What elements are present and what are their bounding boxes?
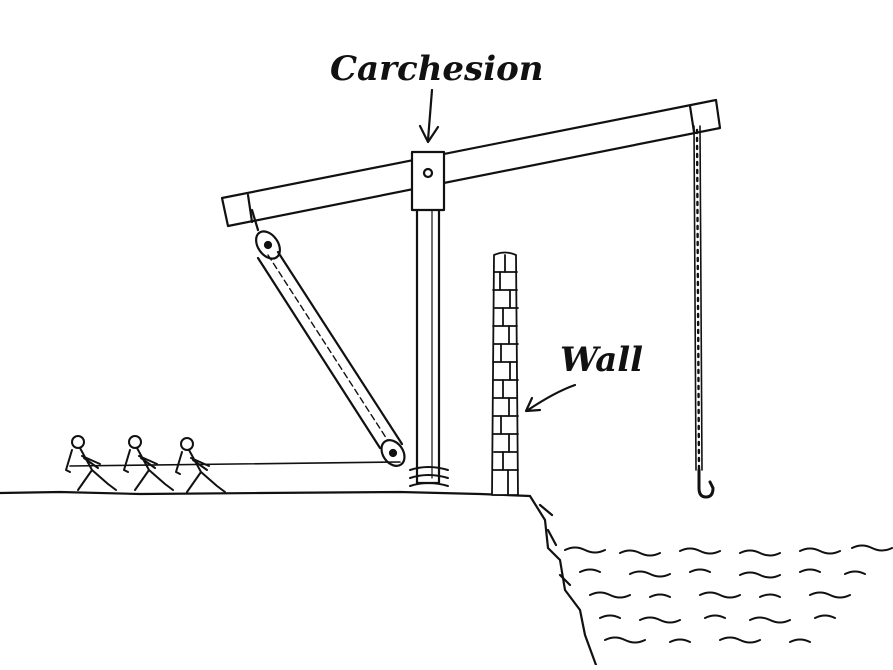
wall-arrow (526, 385, 575, 411)
worker-figure (66, 436, 116, 490)
water (565, 546, 892, 643)
hauling-rope (70, 462, 400, 466)
cliff-edge-detail (540, 505, 570, 585)
worker-figure (176, 438, 225, 492)
pulley-tackle (251, 210, 409, 470)
mast (410, 205, 448, 486)
carchesion-pivot-block (412, 152, 444, 210)
wall-label: Wall (560, 340, 644, 380)
carchesion-beam (222, 100, 720, 226)
ground-line (0, 492, 596, 665)
carchesion-arrow (420, 90, 438, 142)
carchesion-label: Carchesion (330, 49, 544, 89)
hook-icon (699, 470, 713, 497)
stone-wall (492, 253, 518, 496)
hanging-chain (694, 126, 702, 470)
worker-figure (124, 436, 173, 490)
